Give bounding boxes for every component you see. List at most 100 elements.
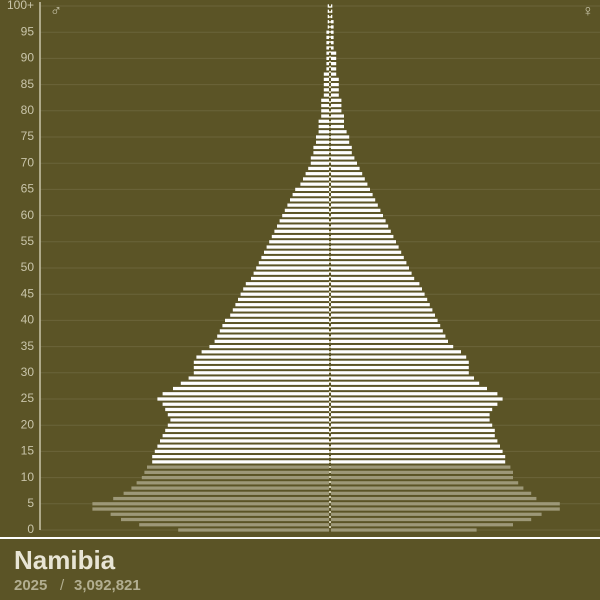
- male-bar: [285, 209, 329, 212]
- y-tick-label: 50: [21, 260, 35, 274]
- female-bar: [331, 408, 492, 411]
- male-bar: [328, 10, 329, 13]
- female-bar: [331, 371, 469, 374]
- female-bar: [331, 345, 453, 348]
- female-bar: [331, 397, 503, 400]
- male-bar: [243, 287, 329, 290]
- female-bar: [331, 78, 339, 81]
- female-icon: ♀: [582, 3, 594, 20]
- male-bar: [293, 193, 329, 196]
- female-bar: [331, 72, 336, 75]
- female-bar: [331, 46, 334, 49]
- female-bar: [331, 20, 334, 23]
- female-bar: [331, 481, 518, 484]
- male-bar: [316, 141, 329, 144]
- female-bar: [331, 334, 445, 337]
- female-bar: [331, 256, 404, 259]
- male-bar: [326, 62, 329, 65]
- female-bar: [331, 41, 334, 44]
- female-bar: [331, 230, 391, 233]
- female-bar: [331, 93, 339, 96]
- male-bar: [230, 314, 329, 317]
- male-bar: [194, 371, 329, 374]
- male-bar: [261, 256, 329, 259]
- female-bar: [331, 450, 503, 453]
- female-bar: [331, 287, 422, 290]
- year-label: 2025: [14, 577, 47, 594]
- male-bar: [274, 230, 329, 233]
- female-bar: [331, 209, 380, 212]
- female-bar: [331, 465, 510, 468]
- female-bar: [331, 445, 500, 448]
- female-bar: [331, 146, 352, 149]
- female-bar: [331, 167, 360, 170]
- female-bar: [331, 418, 490, 421]
- male-bar: [155, 450, 329, 453]
- y-tick-label: 55: [21, 234, 35, 248]
- female-bar: [331, 282, 419, 285]
- female-bar: [331, 355, 466, 358]
- female-bar: [331, 198, 375, 201]
- male-bar: [217, 334, 329, 337]
- male-bar: [241, 293, 329, 296]
- female-bar: [331, 502, 560, 505]
- female-bar: [331, 52, 336, 55]
- female-bar: [331, 476, 513, 479]
- male-icon: ♂: [50, 3, 62, 20]
- female-bar: [331, 350, 461, 353]
- male-bar: [111, 513, 329, 516]
- male-bar: [326, 52, 329, 55]
- female-bar: [331, 135, 349, 138]
- male-bar: [321, 104, 329, 107]
- population-pyramid: 0510152025303540455055606570758085909510…: [0, 0, 600, 600]
- female-bar: [331, 130, 347, 133]
- population-label: 3,092,821: [74, 577, 141, 594]
- y-tick-label: 65: [21, 182, 35, 196]
- male-bar: [328, 4, 329, 7]
- male-bar: [319, 130, 329, 133]
- female-bar: [331, 240, 396, 243]
- y-tick-label: 0: [27, 522, 34, 536]
- female-bar: [331, 114, 344, 117]
- male-bar: [235, 303, 329, 306]
- female-bar: [331, 4, 332, 7]
- female-bar: [331, 151, 352, 154]
- male-bar: [178, 528, 329, 531]
- male-bar: [147, 465, 329, 468]
- male-bar: [181, 382, 329, 385]
- male-bar: [308, 167, 329, 170]
- y-tick-label: 35: [21, 339, 35, 353]
- male-bar: [326, 36, 329, 39]
- female-bar: [331, 214, 383, 217]
- female-bar: [331, 162, 357, 165]
- male-bar: [121, 518, 329, 521]
- female-bar: [331, 486, 523, 489]
- female-bar: [331, 293, 425, 296]
- male-bar: [256, 266, 329, 269]
- female-bar: [331, 277, 414, 280]
- male-bar: [328, 25, 329, 28]
- female-bar: [331, 392, 497, 395]
- male-bar: [316, 135, 329, 138]
- male-bar: [209, 345, 329, 348]
- male-bar: [269, 240, 329, 243]
- male-bar: [295, 188, 329, 191]
- y-tick-label: 15: [21, 444, 35, 458]
- female-bar: [331, 329, 443, 332]
- female-bar: [331, 156, 354, 159]
- female-bar: [331, 31, 334, 34]
- male-bar: [324, 93, 329, 96]
- female-bar: [331, 528, 477, 531]
- female-bar: [331, 120, 344, 123]
- male-bar: [303, 177, 329, 180]
- male-bar: [254, 272, 329, 275]
- male-bar: [280, 219, 329, 222]
- male-bar: [324, 72, 329, 75]
- male-bar: [328, 20, 329, 23]
- female-bar: [331, 109, 341, 112]
- male-bar: [168, 424, 329, 427]
- female-bar: [331, 67, 336, 70]
- y-tick-label: 75: [21, 129, 35, 143]
- male-bar: [233, 308, 329, 311]
- male-bar: [92, 502, 329, 505]
